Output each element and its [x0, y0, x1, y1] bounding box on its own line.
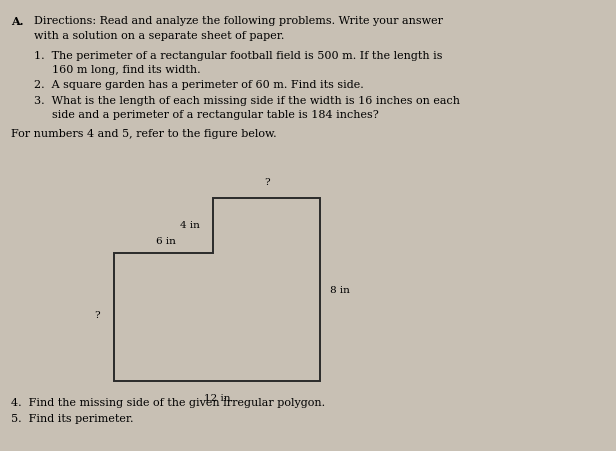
Text: For numbers 4 and 5, refer to the figure below.: For numbers 4 and 5, refer to the figure… — [11, 129, 277, 139]
Text: with a solution on a separate sheet of paper.: with a solution on a separate sheet of p… — [34, 31, 284, 41]
Text: 1.  The perimeter of a rectangular football field is 500 m. If the length is: 1. The perimeter of a rectangular footba… — [34, 51, 442, 60]
Text: Directions: Read and analyze the following problems. Write your answer: Directions: Read and analyze the followi… — [34, 16, 443, 26]
Text: 8 in: 8 in — [330, 286, 349, 295]
Text: ?: ? — [264, 178, 270, 187]
Text: 5.  Find its perimeter.: 5. Find its perimeter. — [11, 414, 134, 424]
Text: 3.  What is the length of each missing side if the width is 16 inches on each: 3. What is the length of each missing si… — [34, 96, 460, 106]
Text: 6 in: 6 in — [156, 237, 176, 246]
Text: 4 in: 4 in — [180, 221, 200, 230]
Text: ?: ? — [94, 311, 100, 320]
Text: side and a perimeter of a rectangular table is 184 inches?: side and a perimeter of a rectangular ta… — [52, 110, 379, 120]
Text: 2.  A square garden has a perimeter of 60 m. Find its side.: 2. A square garden has a perimeter of 60… — [34, 80, 363, 90]
Text: A.: A. — [11, 16, 23, 27]
Text: 12 in: 12 in — [203, 394, 230, 403]
Text: 160 m long, find its width.: 160 m long, find its width. — [52, 65, 201, 75]
Text: 4.  Find the missing side of the given irregular polygon.: 4. Find the missing side of the given ir… — [11, 398, 325, 408]
